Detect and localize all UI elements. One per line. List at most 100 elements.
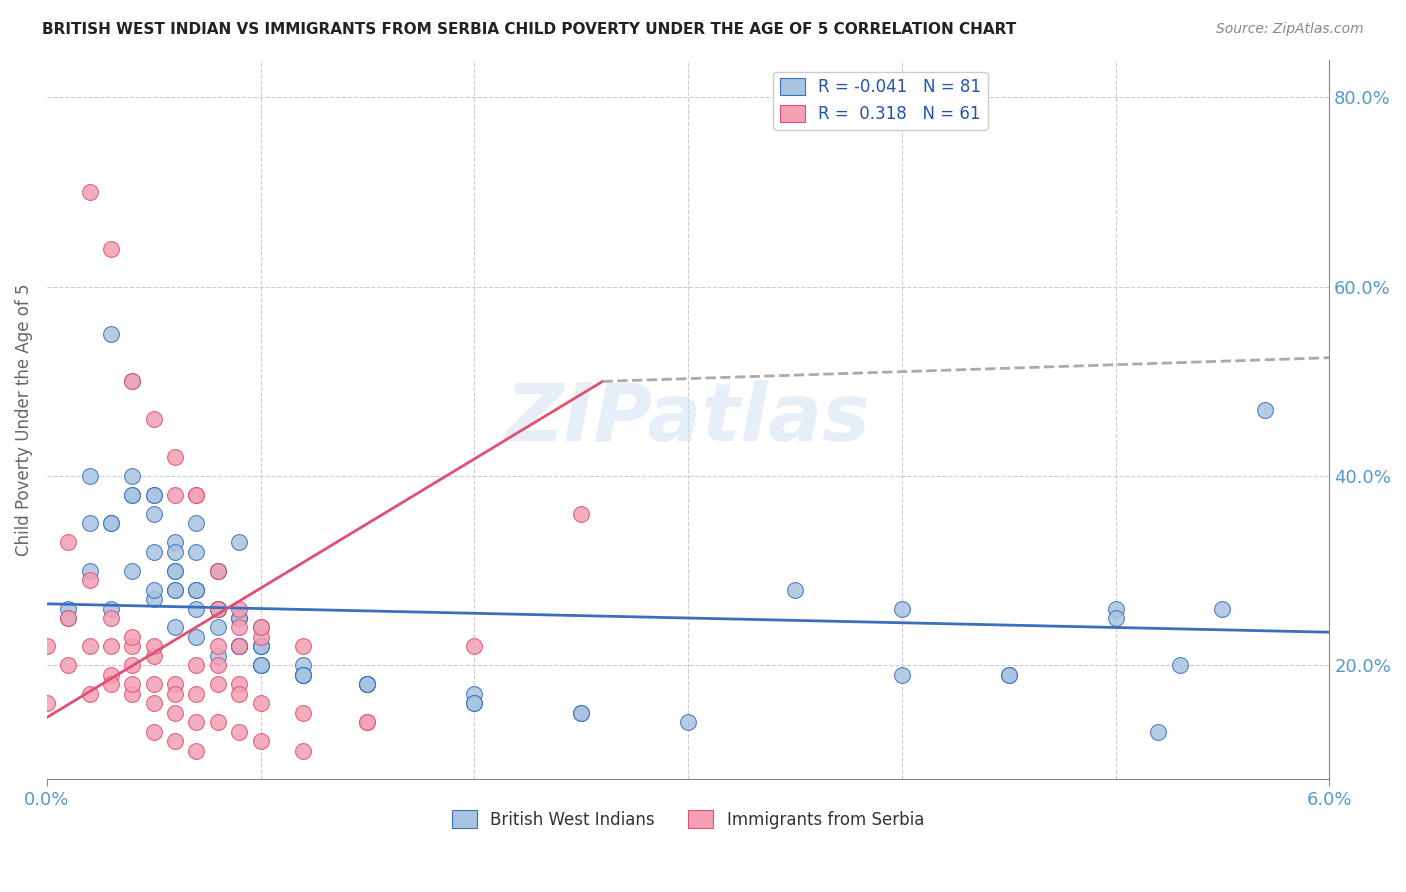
Point bbox=[79, 564, 101, 578]
Point bbox=[997, 668, 1019, 682]
Point bbox=[207, 658, 229, 673]
Point bbox=[186, 582, 208, 597]
Point bbox=[121, 687, 143, 701]
Point bbox=[249, 658, 271, 673]
Point bbox=[1168, 658, 1191, 673]
Point bbox=[186, 630, 208, 644]
Point bbox=[890, 601, 912, 615]
Point bbox=[165, 564, 187, 578]
Point bbox=[569, 706, 592, 720]
Point bbox=[121, 564, 143, 578]
Point bbox=[228, 611, 250, 625]
Point bbox=[228, 640, 250, 654]
Point bbox=[121, 488, 143, 502]
Point bbox=[249, 620, 271, 634]
Point bbox=[121, 488, 143, 502]
Point bbox=[165, 620, 187, 634]
Point bbox=[121, 630, 143, 644]
Point bbox=[249, 640, 271, 654]
Point bbox=[228, 724, 250, 739]
Point bbox=[292, 668, 315, 682]
Point bbox=[463, 687, 485, 701]
Point bbox=[207, 564, 229, 578]
Point bbox=[100, 516, 122, 531]
Point bbox=[121, 658, 143, 673]
Point bbox=[121, 469, 143, 483]
Point bbox=[121, 375, 143, 389]
Point bbox=[79, 573, 101, 587]
Point bbox=[142, 677, 165, 691]
Point bbox=[100, 611, 122, 625]
Point bbox=[186, 582, 208, 597]
Point bbox=[249, 620, 271, 634]
Point bbox=[997, 668, 1019, 682]
Point bbox=[79, 469, 101, 483]
Point bbox=[292, 668, 315, 682]
Point bbox=[142, 507, 165, 521]
Point bbox=[100, 327, 122, 342]
Point bbox=[121, 677, 143, 691]
Point bbox=[186, 743, 208, 757]
Point bbox=[100, 516, 122, 531]
Point bbox=[186, 488, 208, 502]
Point bbox=[58, 535, 80, 549]
Point bbox=[58, 658, 80, 673]
Point bbox=[165, 677, 187, 691]
Point bbox=[292, 658, 315, 673]
Point bbox=[35, 696, 58, 710]
Point bbox=[207, 601, 229, 615]
Point bbox=[142, 488, 165, 502]
Point bbox=[142, 648, 165, 663]
Point bbox=[142, 592, 165, 607]
Point bbox=[207, 564, 229, 578]
Point bbox=[356, 715, 378, 730]
Point bbox=[79, 516, 101, 531]
Point bbox=[228, 640, 250, 654]
Point bbox=[35, 640, 58, 654]
Point bbox=[228, 640, 250, 654]
Point bbox=[228, 677, 250, 691]
Point bbox=[249, 658, 271, 673]
Point bbox=[207, 715, 229, 730]
Point bbox=[186, 658, 208, 673]
Point bbox=[142, 412, 165, 426]
Point bbox=[676, 715, 699, 730]
Point bbox=[207, 677, 229, 691]
Point bbox=[569, 706, 592, 720]
Text: ZIPatlas: ZIPatlas bbox=[506, 380, 870, 458]
Point bbox=[165, 488, 187, 502]
Point bbox=[1147, 724, 1170, 739]
Point bbox=[356, 677, 378, 691]
Point bbox=[1254, 402, 1277, 417]
Point bbox=[1104, 611, 1126, 625]
Point bbox=[165, 582, 187, 597]
Point bbox=[186, 582, 208, 597]
Point bbox=[58, 611, 80, 625]
Point bbox=[142, 488, 165, 502]
Point bbox=[142, 696, 165, 710]
Point bbox=[207, 620, 229, 634]
Point bbox=[165, 687, 187, 701]
Point bbox=[463, 696, 485, 710]
Point bbox=[165, 450, 187, 464]
Point bbox=[207, 564, 229, 578]
Point bbox=[58, 601, 80, 615]
Point bbox=[356, 677, 378, 691]
Point bbox=[1104, 601, 1126, 615]
Point bbox=[207, 648, 229, 663]
Point bbox=[165, 535, 187, 549]
Point bbox=[142, 640, 165, 654]
Text: Source: ZipAtlas.com: Source: ZipAtlas.com bbox=[1216, 22, 1364, 37]
Point bbox=[1211, 601, 1233, 615]
Point bbox=[292, 668, 315, 682]
Point bbox=[356, 677, 378, 691]
Point bbox=[142, 582, 165, 597]
Point bbox=[292, 668, 315, 682]
Point bbox=[249, 640, 271, 654]
Point bbox=[100, 601, 122, 615]
Point bbox=[186, 488, 208, 502]
Point bbox=[186, 516, 208, 531]
Point bbox=[100, 242, 122, 256]
Point bbox=[249, 696, 271, 710]
Point bbox=[356, 715, 378, 730]
